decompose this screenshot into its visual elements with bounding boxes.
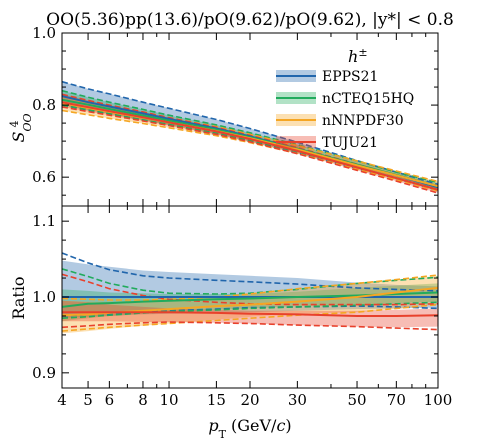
legend-label-epps21: EPPS21 bbox=[322, 69, 378, 85]
y-tick-label: 0.6 bbox=[32, 168, 56, 186]
y-tick-label: 1.0 bbox=[32, 24, 56, 42]
legend: h± EPPS21 nCTEQ15HQ nNNPDF30 TUJU21 bbox=[276, 46, 414, 151]
y-tick-label: 1.1 bbox=[32, 212, 56, 230]
x-tick-label: 15 bbox=[207, 391, 226, 409]
x-tick-label: 50 bbox=[347, 391, 366, 409]
x-tick-label: 70 bbox=[387, 391, 406, 409]
epps21-upper-dashed-1 bbox=[62, 252, 438, 292]
bottom-y-axis-label: Ratio bbox=[9, 276, 28, 319]
x-axis-label: pT (GeV/c) bbox=[208, 416, 291, 438]
tuju21-lower-dashed-1 bbox=[62, 321, 438, 331]
bottom-panel-data bbox=[62, 252, 438, 334]
y-tick-label: 0.9 bbox=[32, 364, 56, 382]
legend-title: h± bbox=[348, 46, 368, 67]
x-tick-label: 4 bbox=[57, 391, 67, 409]
tuju21-central-line-1 bbox=[62, 311, 438, 317]
x-tick-label: 6 bbox=[105, 391, 115, 409]
nnnpdf30-lower-dashed-1 bbox=[62, 303, 438, 332]
nnnpdf30-central-line-1 bbox=[62, 286, 438, 317]
x-tick-label: 8 bbox=[138, 391, 148, 409]
nnnpdf30-lower-dashed-0 bbox=[62, 109, 438, 192]
top-y-axis-label: SOO4 bbox=[8, 113, 34, 142]
y-tick-label: 1.0 bbox=[32, 288, 56, 306]
legend-label-ncteq15hq: nCTEQ15HQ bbox=[322, 91, 414, 107]
x-tick-label: 30 bbox=[288, 391, 307, 409]
tuju21-upper-dashed-1 bbox=[62, 273, 438, 306]
figure-title: OO(5.36)pp(13.6)/pO(9.62)/pO(9.62), |y*|… bbox=[46, 10, 454, 30]
x-tick-label: 5 bbox=[83, 391, 93, 409]
y-tick-label: 0.8 bbox=[32, 96, 56, 114]
tuju21-central-line-0 bbox=[62, 101, 438, 191]
plot-layer: 0.6 0.8 1.0 4 5 6 8 10 15 20 30 50 70 100 0.9 1.0 1.1 bbox=[32, 24, 452, 409]
top-panel-data bbox=[62, 80, 438, 194]
legend-label-tuju21: TUJU21 bbox=[322, 135, 378, 151]
legend-label-nnnpdf30: nNNPDF30 bbox=[322, 113, 404, 129]
tuju21-lower-dashed-0 bbox=[62, 106, 438, 194]
x-tick-label: 20 bbox=[240, 391, 259, 409]
epps21-band-1 bbox=[62, 260, 438, 319]
x-tick-label: 10 bbox=[159, 391, 178, 409]
x-tick-label: 100 bbox=[424, 391, 453, 409]
